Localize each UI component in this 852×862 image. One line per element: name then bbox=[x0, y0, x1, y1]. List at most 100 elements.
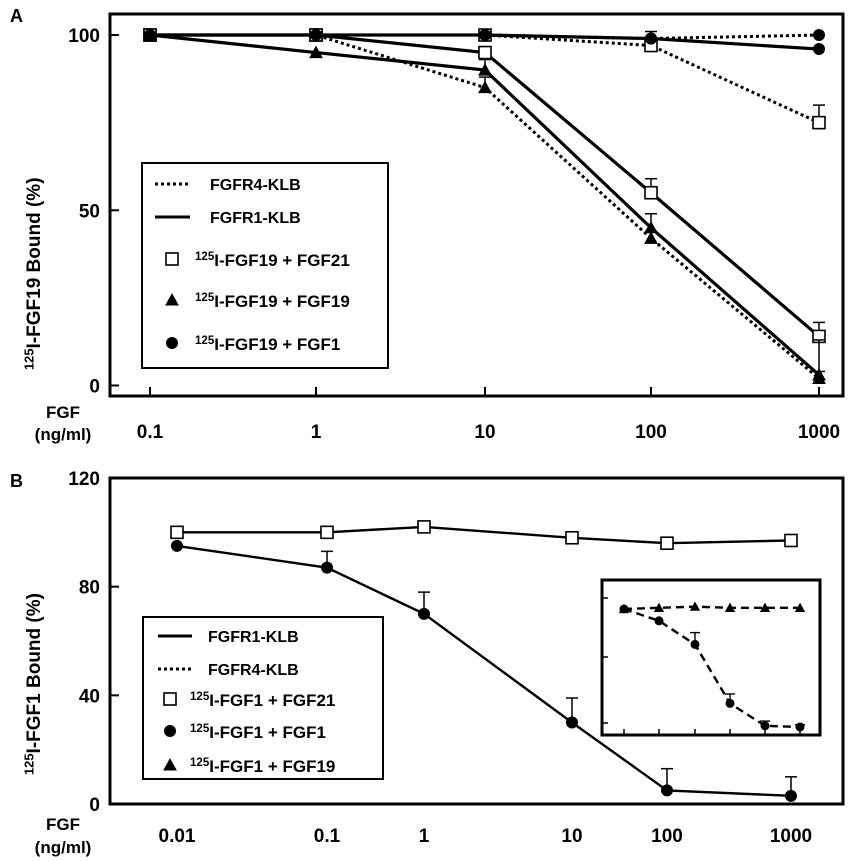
inset-data-point bbox=[689, 601, 701, 611]
data-point bbox=[478, 45, 492, 60]
x-axis-label-a: FGF bbox=[46, 403, 80, 422]
inset-series-fgf1 bbox=[619, 604, 805, 732]
data-point bbox=[320, 525, 334, 540]
plot-frame-b bbox=[108, 476, 845, 806]
inset-data-point bbox=[619, 604, 629, 614]
x-axis-unit-a: (ng/ml) bbox=[35, 425, 92, 444]
legend-box-a bbox=[141, 162, 389, 369]
data-point bbox=[170, 525, 184, 540]
data-point bbox=[660, 536, 674, 551]
series-fgfr1-klb-fgf21 bbox=[170, 520, 798, 551]
inset-frame bbox=[600, 578, 822, 737]
legend-marker bbox=[165, 252, 179, 266]
data-point bbox=[813, 43, 825, 56]
series-line bbox=[176, 544, 792, 798]
legend-entry: 125I-FGF19 + FGF19 bbox=[195, 292, 350, 311]
inset-series-line bbox=[623, 605, 800, 611]
x-tick-label-b: 100 bbox=[651, 826, 683, 847]
superscript: 125 bbox=[190, 723, 210, 735]
data-point bbox=[644, 185, 658, 200]
data-point bbox=[478, 80, 492, 94]
data-point bbox=[565, 530, 579, 545]
data-point bbox=[645, 32, 657, 45]
superscript: 125 bbox=[21, 753, 36, 775]
y-axis-label-b: 125I-FGF1 Bound (%) bbox=[21, 593, 45, 775]
data-point bbox=[661, 784, 673, 797]
y-tick-label-b: 80 bbox=[79, 578, 100, 599]
y-tick-label-b: 40 bbox=[79, 686, 100, 707]
series-line bbox=[177, 525, 792, 545]
y-tick-label-a: 100 bbox=[68, 26, 100, 47]
legend-entry: FGFR1-KLB bbox=[208, 629, 299, 646]
inset-data-point bbox=[760, 721, 770, 731]
legend-entry: FGFR4-KLB bbox=[208, 662, 299, 679]
superscript: 125 bbox=[190, 757, 210, 769]
superscript: 125 bbox=[195, 251, 215, 263]
label-text: I-FGF1 + FGF21 bbox=[209, 691, 335, 710]
inset-data-point bbox=[653, 602, 665, 612]
label-text: I-FGF19 Bound (%) bbox=[24, 177, 45, 348]
data-point bbox=[813, 29, 825, 42]
y-tick-label-b: 0 bbox=[89, 795, 100, 816]
x-tick-label-b: 1 bbox=[419, 826, 430, 847]
data-point bbox=[644, 231, 658, 244]
inset-chart bbox=[600, 578, 822, 737]
data-point bbox=[171, 539, 183, 552]
series-fgfr1-klb-fgf1 bbox=[144, 29, 825, 56]
inset-data-point bbox=[690, 639, 700, 649]
x-axis-label-b: FGF bbox=[46, 815, 80, 834]
legend-entry: FGFR4-KLB bbox=[210, 177, 301, 194]
x-tick-label-b: 0.1 bbox=[314, 826, 341, 847]
legend-entry: FGFR1-KLB bbox=[210, 210, 301, 227]
legend-entry: 125I-FGF1 + FGF19 bbox=[190, 757, 335, 776]
x-tick-label-a: 0.1 bbox=[137, 422, 164, 443]
legend-marker bbox=[164, 725, 176, 737]
data-point bbox=[812, 115, 826, 130]
data-point bbox=[784, 533, 798, 548]
inset-data-point bbox=[724, 602, 736, 612]
x-tick-label-a: 10 bbox=[474, 422, 495, 443]
data-point bbox=[479, 29, 491, 42]
y-axis-label-a: 125I-FGF19 Bound (%) bbox=[21, 177, 45, 370]
x-tick-label-b: 0.01 bbox=[159, 826, 196, 847]
inset-series-line bbox=[623, 607, 801, 729]
y-tick-label-a: 50 bbox=[79, 201, 100, 222]
inset-data-point bbox=[654, 616, 664, 626]
legend-marker bbox=[163, 692, 177, 706]
x-tick-label-b: 1000 bbox=[770, 826, 812, 847]
data-point bbox=[812, 368, 826, 381]
label-text: I-FGF1 Bound (%) bbox=[24, 593, 45, 753]
y-tick-label-a: 0 bbox=[89, 376, 100, 397]
x-tick-label-a: 100 bbox=[635, 422, 667, 443]
data-point bbox=[144, 29, 156, 42]
label-text: I-FGF1 + FGF19 bbox=[209, 757, 335, 776]
superscript: 125 bbox=[195, 335, 215, 347]
data-point bbox=[418, 607, 430, 620]
legend-entry: 125I-FGF19 + FGF21 bbox=[195, 251, 350, 270]
inset-data-point bbox=[759, 602, 771, 612]
legend-entry: 125I-FGF19 + FGF1 bbox=[195, 335, 340, 354]
x-tick-label-a: 1 bbox=[311, 422, 322, 443]
superscript: 125 bbox=[190, 691, 210, 703]
x-tick-label-b: 10 bbox=[561, 826, 582, 847]
plot-frame-a bbox=[108, 12, 845, 398]
superscript: 125 bbox=[195, 292, 215, 304]
legend-entry: 125I-FGF1 + FGF1 bbox=[190, 723, 326, 742]
series-fgfr1-klb-fgf1 bbox=[171, 539, 797, 802]
data-point bbox=[309, 45, 323, 59]
data-point bbox=[321, 561, 333, 574]
label-text: I-FGF1 + FGF1 bbox=[209, 723, 326, 742]
legend-marker bbox=[165, 293, 179, 306]
data-point bbox=[644, 220, 658, 234]
y-tick-label-b: 120 bbox=[68, 469, 100, 490]
legend-box-b bbox=[142, 616, 384, 780]
inset-data-point bbox=[725, 698, 735, 708]
superscript: 125 bbox=[21, 348, 36, 370]
panel-label-a: A bbox=[10, 6, 23, 26]
label-text: I-FGF19 + FGF19 bbox=[214, 292, 350, 311]
